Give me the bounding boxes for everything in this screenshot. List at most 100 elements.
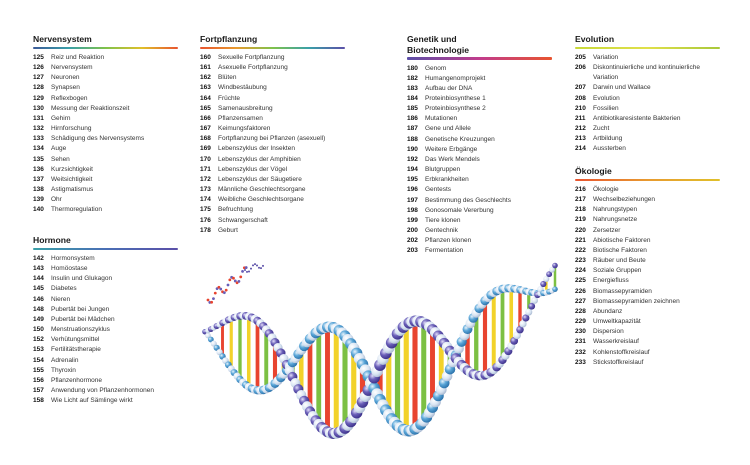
toc-entry[interactable]: 213 Artbildung [575, 134, 720, 144]
toc-entry[interactable]: 188 Genetische Kreuzungen [407, 135, 552, 145]
toc-entry[interactable]: 227 Biomassepyramiden zeichnen [575, 297, 720, 307]
toc-entry[interactable]: 167 Keimungsfaktoren [200, 124, 345, 134]
toc-entry[interactable]: 146 Nieren [33, 295, 178, 305]
toc-entry[interactable]: 138 Astigmatismus [33, 185, 178, 195]
toc-entry[interactable]: 125 Reiz und Reaktion [33, 53, 178, 63]
toc-entry[interactable]: 207 Darwin und Wallace [575, 83, 720, 93]
toc-entry[interactable]: 150 Menstruationszyklus [33, 325, 178, 335]
toc-entry[interactable]: 132 Hirnforschung [33, 124, 178, 134]
toc-entry[interactable]: 140 Thermoregulation [33, 205, 178, 215]
toc-entry[interactable]: 163 Windbestäubung [200, 83, 345, 93]
toc-entry[interactable]: 160 Sexuelle Fortpflanzung [200, 53, 345, 63]
topic-title: Kohlenstoffkreislauf [593, 348, 650, 356]
toc-entry[interactable]: 130 Messung der Reaktionszeit [33, 104, 178, 114]
toc-entry[interactable]: 225 Energiefluss [575, 276, 720, 286]
toc-entry[interactable]: 232 Kohlenstoffkreislauf [575, 348, 720, 358]
toc-entry[interactable]: 186 Mutationen [407, 114, 552, 124]
toc-entry[interactable]: 152 Verhütungsmittel [33, 335, 178, 345]
toc-entry[interactable]: 223 Räuber und Beute [575, 256, 720, 266]
toc-entry[interactable]: 139 Ohr [33, 195, 178, 205]
toc-entry[interactable]: 136 Kurzsichtigkeit [33, 165, 178, 175]
toc-entry[interactable]: 187 Gene und Allele [407, 124, 552, 134]
toc-entry[interactable]: 144 Insulin und Glukagon [33, 274, 178, 284]
toc-entry[interactable]: 128 Synapsen [33, 83, 178, 93]
toc-entry[interactable]: 231 Wasserkreislauf [575, 337, 720, 347]
toc-entry[interactable]: 126 Nervensystem [33, 63, 178, 73]
toc-entry[interactable]: 155 Thyroxin [33, 366, 178, 376]
toc-entry[interactable]: 228 Abundanz [575, 307, 720, 317]
toc-entry[interactable]: 220 Zersetzer [575, 226, 720, 236]
toc-entry[interactable]: 158 Wie Licht auf Sämlinge wirkt [33, 396, 178, 406]
toc-entry[interactable]: 185 Proteinbiosynthese 2 [407, 104, 552, 114]
toc-entry[interactable]: 148 Pubertät bei Jungen [33, 305, 178, 315]
toc-entry[interactable]: 157 Anwendung von Pflanzenhormonen [33, 386, 178, 396]
toc-entry[interactable]: 131 Gehirn [33, 114, 178, 124]
toc-entry[interactable]: 165 Samenausbreitung [200, 104, 345, 114]
toc-entry[interactable]: 205 Variation [575, 53, 720, 63]
toc-entry[interactable]: 178 Geburt [200, 226, 345, 236]
toc-entry[interactable]: 142 Hormonsystem [33, 254, 178, 264]
toc-entry[interactable]: 190 Weitere Erbgänge [407, 145, 552, 155]
toc-entry[interactable]: 216 Ökologie [575, 185, 720, 195]
toc-entry[interactable]: 156 Pflanzenhormone [33, 376, 178, 386]
toc-entry[interactable]: 184 Proteinbiosynthese 1 [407, 94, 552, 104]
toc-entry[interactable]: 222 Biotische Faktoren [575, 246, 720, 256]
toc-entry[interactable]: 198 Gonosomale Vererbung [407, 206, 552, 216]
toc-entry[interactable]: 170 Lebenszyklus der Amphibien [200, 155, 345, 165]
toc-entry[interactable]: 143 Homöostase [33, 264, 178, 274]
toc-entry[interactable]: 154 Adrenalin [33, 356, 178, 366]
toc-entry[interactable]: 194 Blutgruppen [407, 165, 552, 175]
toc-entry[interactable]: 171 Lebenszyklus der Vögel [200, 165, 345, 175]
toc-entry[interactable]: 183 Aufbau der DNA [407, 84, 552, 94]
toc-entry[interactable]: 211 Antibiotikaresistente Bakterien [575, 114, 720, 124]
toc-entry[interactable]: 127 Neuronen [33, 73, 178, 83]
topic-title: Humangenomprojekt [425, 74, 486, 82]
toc-entry[interactable]: 161 Asexuelle Fortpflanzung [200, 63, 345, 73]
tail-bead [210, 300, 214, 304]
toc-entry[interactable]: 199 Tiere klonen [407, 216, 552, 226]
toc-entry[interactable]: 218 Nahrungstypen [575, 205, 720, 215]
toc-entry[interactable]: 137 Weitsichtigkeit [33, 175, 178, 185]
toc-entry[interactable]: 175 Befruchtung [200, 205, 345, 215]
toc-entry[interactable]: 202 Pflanzen klonen [407, 236, 552, 246]
toc-entry[interactable]: 221 Abiotische Faktoren [575, 236, 720, 246]
toc-entry[interactable]: 169 Lebenszyklus der Insekten [200, 144, 345, 154]
toc-entry[interactable]: 219 Nahrungsnetze [575, 215, 720, 225]
toc-entry[interactable]: 134 Auge [33, 144, 178, 154]
toc-entry[interactable]: 197 Bestimmung des Geschlechts [407, 196, 552, 206]
toc-entry[interactable]: 164 Früchte [200, 94, 345, 104]
toc-entry[interactable]: 174 Weibliche Geschlechtsorgane [200, 195, 345, 205]
toc-entry[interactable]: 166 Pflanzensamen [200, 114, 345, 124]
toc-entry[interactable]: 162 Blüten [200, 73, 345, 83]
toc-entry[interactable]: 153 Fertilitätstherapie [33, 345, 178, 355]
toc-entry[interactable]: 145 Diabetes [33, 284, 178, 294]
toc-entry[interactable]: 173 Männliche Geschlechtsorgane [200, 185, 345, 195]
toc-entry[interactable]: 229 Umweltkapazität [575, 317, 720, 327]
toc-entry[interactable]: 210 Fossilien [575, 104, 720, 114]
toc-entry[interactable]: 196 Gentests [407, 185, 552, 195]
toc-entry[interactable]: 172 Lebenszyklus der Säugetiere [200, 175, 345, 185]
toc-entry[interactable]: 233 Stickstoffkreislauf [575, 358, 720, 368]
toc-entry[interactable]: 129 Reflexbogen [33, 94, 178, 104]
toc-entry[interactable]: 149 Pubertät bei Mädchen [33, 315, 178, 325]
toc-entry[interactable]: 212 Zucht [575, 124, 720, 134]
toc-entry[interactable]: 203 Fermentation [407, 246, 552, 256]
toc-entry[interactable]: 226 Biomassepyramiden [575, 287, 720, 297]
toc-entry[interactable]: 182 Humangenomprojekt [407, 74, 552, 84]
toc-entry[interactable]: 195 Erbkrankheiten [407, 175, 552, 185]
page-number: 144 [33, 275, 44, 283]
toc-entry[interactable]: 192 Das Werk Mendels [407, 155, 552, 165]
toc-entry[interactable]: 224 Soziale Gruppen [575, 266, 720, 276]
toc-entry[interactable]: 176 Schwangerschaft [200, 216, 345, 226]
toc-entry[interactable]: 200 Gentechnik [407, 226, 552, 236]
toc-entry[interactable]: 208 Evolution [575, 94, 720, 104]
toc-entry[interactable]: 135 Sehen [33, 155, 178, 165]
toc-entry[interactable]: 168 Fortpflanzung bei Pflanzen (asexuell) [200, 134, 345, 144]
page-number: 202 [407, 237, 418, 245]
toc-entry[interactable]: 206 Diskontinuierliche und kontinuierlich… [575, 63, 720, 83]
toc-entry[interactable]: 214 Aussterben [575, 144, 720, 154]
toc-entry[interactable]: 180 Genom [407, 64, 552, 74]
toc-entry[interactable]: 230 Dispersion [575, 327, 720, 337]
toc-entry[interactable]: 217 Wechselbeziehungen [575, 195, 720, 205]
toc-entry[interactable]: 133 Schädigung des Nervensystems [33, 134, 178, 144]
